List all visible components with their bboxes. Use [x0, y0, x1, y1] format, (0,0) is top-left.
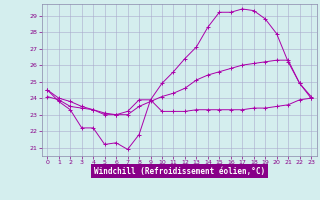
- X-axis label: Windchill (Refroidissement éolien,°C): Windchill (Refroidissement éolien,°C): [94, 167, 265, 176]
